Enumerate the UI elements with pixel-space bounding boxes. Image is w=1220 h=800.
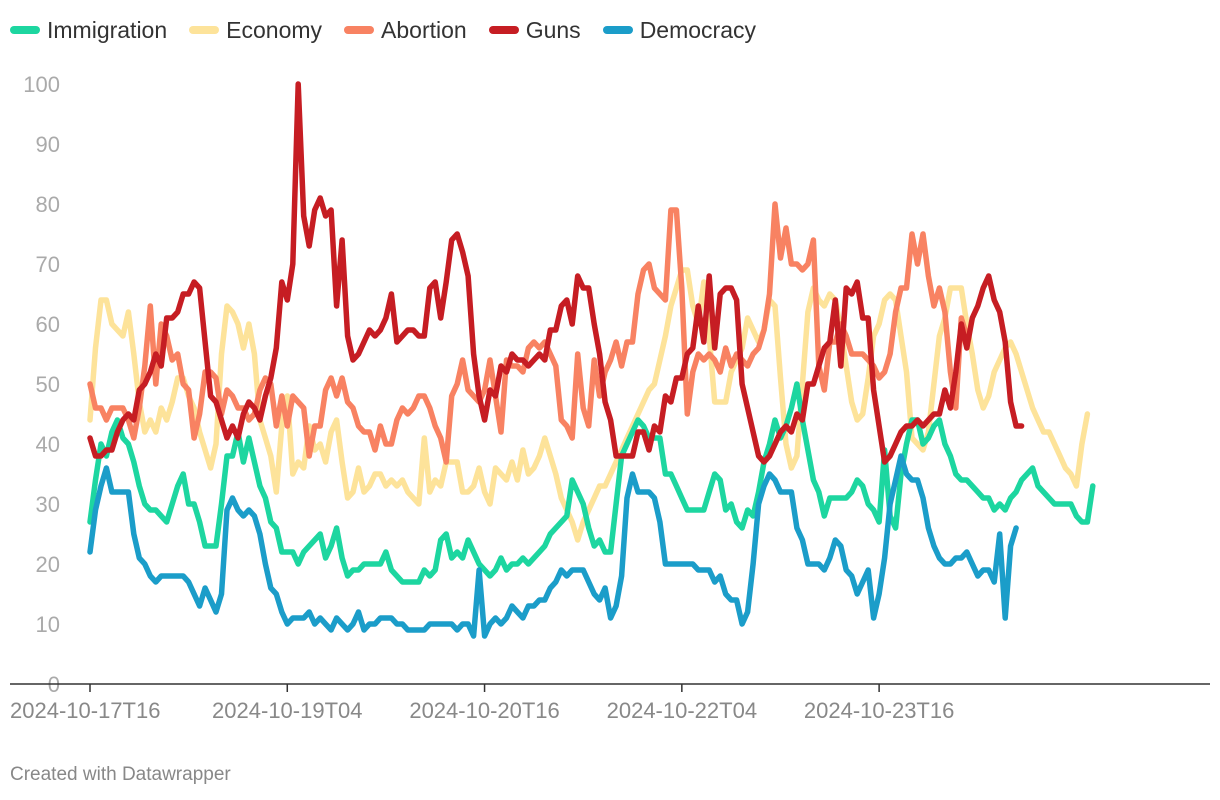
legend-swatch-abortion: [344, 26, 375, 34]
legend-label-guns: Guns: [525, 16, 581, 43]
x-tick-label: 2024-10-19T04: [212, 698, 362, 723]
legend-item-abortion: Abortion: [344, 17, 467, 44]
x-tick-label: 2024-10-22T04: [607, 698, 757, 723]
series-line-abortion: [87, 201, 970, 465]
y-tick-label: 20: [36, 552, 60, 577]
x-tick-label: 2024-10-17T16: [10, 698, 160, 723]
y-tick-label: 40: [36, 432, 60, 457]
series-line-democracy: [87, 453, 1019, 639]
legend-swatch-democracy: [602, 26, 633, 34]
y-tick-label: 30: [36, 492, 60, 517]
legend-label-economy: Economy: [226, 16, 323, 43]
legend-item-immigration: Immigration: [10, 17, 167, 44]
y-tick-label: 10: [36, 612, 60, 637]
series-line-guns: [87, 81, 1025, 465]
y-tick-label: 90: [36, 132, 60, 157]
y-tick-label: 100: [23, 72, 60, 97]
legend-label-democracy: Democracy: [639, 16, 756, 43]
series-line-economy: [87, 267, 1091, 543]
series-line-immigration: [87, 381, 1096, 585]
y-tick-label: 70: [36, 252, 60, 277]
series-lines: [87, 81, 1096, 639]
chart-legend: Immigration Economy Abortion Guns Democracy: [10, 14, 778, 46]
x-tick-label: 2024-10-20T16: [409, 698, 559, 723]
legend-label-immigration: Immigration: [47, 16, 168, 43]
x-axis: 2024-10-17T16 2024-10-19T04 2024-10-20T16 2…: [10, 683, 1210, 723]
y-tick-label: 60: [36, 312, 60, 337]
legend-label-abortion: Abortion: [381, 16, 467, 43]
datawrapper-credit: Created with Datawrapper: [10, 764, 231, 785]
legend-item-economy: Economy: [189, 17, 322, 44]
y-tick-label: 80: [36, 192, 60, 217]
legend-item-democracy: Democracy: [602, 16, 756, 44]
legend-item-guns: Guns: [488, 16, 581, 44]
legend-swatch-economy: [189, 26, 220, 34]
x-tick-label: 2024-10-23T16: [804, 698, 954, 723]
y-tick-label: 50: [36, 372, 60, 397]
legend-swatch-guns: [488, 26, 519, 34]
legend-swatch-immigration: [10, 26, 40, 34]
